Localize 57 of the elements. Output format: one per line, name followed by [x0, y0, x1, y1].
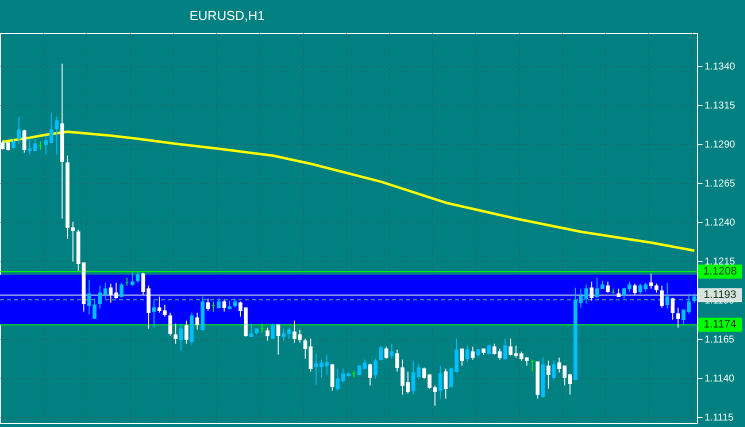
candlestick	[184, 320, 188, 344]
candlestick	[374, 358, 378, 380]
candlestick	[136, 271, 140, 284]
candlestick	[470, 346, 475, 360]
y-tick-label: 1.1265	[704, 178, 736, 190]
candlestick	[22, 129, 26, 154]
candlestick	[54, 116, 59, 156]
chart-title: EURUSD,H1	[190, 8, 265, 23]
y-tick-label: 1.1215	[704, 256, 736, 268]
candlestick	[222, 299, 226, 312]
candlestick	[174, 323, 178, 344]
ref-line-label: 1.1193	[704, 289, 736, 302]
y-tick-label: 1.1240	[704, 217, 736, 228]
candlestick	[665, 282, 670, 310]
candlestick	[660, 285, 664, 308]
ref-line-label: 1.1174	[704, 318, 736, 331]
candlestick	[390, 343, 394, 360]
candlestick	[606, 281, 610, 294]
candlestick	[266, 327, 270, 342]
candlestick	[120, 282, 124, 298]
y-tick-label: 1.1315	[704, 100, 736, 112]
candlestick	[379, 345, 383, 362]
candlestick	[368, 363, 372, 386]
candlestick	[670, 297, 675, 320]
candlestick	[632, 283, 637, 296]
candlestick	[384, 346, 388, 360]
candlestick	[12, 138, 16, 150]
candlestick	[552, 360, 556, 380]
candlestick	[503, 338, 508, 360]
candlestick	[487, 344, 491, 356]
candlestick	[195, 312, 200, 330]
candlestick	[460, 348, 464, 366]
candlestick	[206, 298, 210, 312]
y-tick-label: 1.1115	[704, 412, 734, 424]
candlestick	[152, 299, 156, 328]
y-tick-label: 1.1165	[704, 334, 735, 346]
candlestick	[676, 307, 680, 328]
candlestick	[270, 323, 275, 340]
candlestick	[590, 281, 594, 302]
ref-line-label: 1.1208	[703, 266, 737, 278]
candlestick	[692, 293, 696, 304]
candlestick	[330, 363, 334, 392]
candlestick	[168, 312, 172, 336]
candlestick	[444, 368, 448, 400]
y-tick-label: 1.1290	[704, 139, 736, 150]
candlestick	[276, 324, 280, 356]
candlestick	[179, 323, 183, 352]
line-series	[1, 130, 696, 252]
candlestick	[233, 298, 237, 308]
candlestick	[130, 272, 134, 286]
candlestick	[216, 298, 221, 310]
y-tick-label: 1.1140	[704, 373, 735, 384]
candlestick	[465, 345, 470, 362]
candlestick	[438, 365, 442, 400]
y-tick-label: 1.1340	[704, 61, 736, 72]
candlestick	[16, 116, 21, 144]
candlestick	[546, 360, 550, 390]
